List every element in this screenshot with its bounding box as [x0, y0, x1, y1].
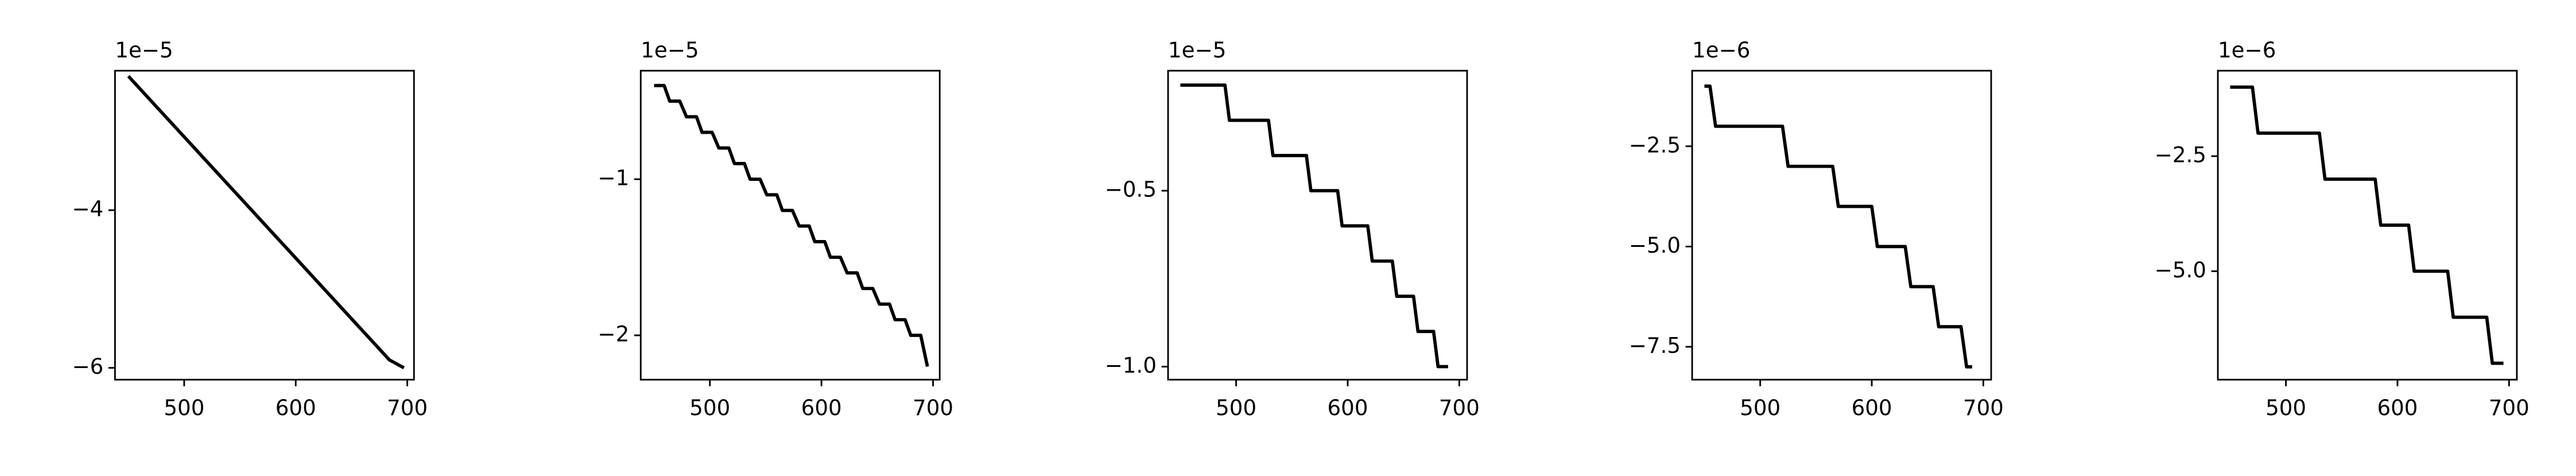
offset-text: 1e−6 [2218, 37, 2276, 63]
x-tick-label: 600 [801, 395, 842, 420]
data-line [1704, 84, 1972, 369]
data-line [1180, 83, 1448, 369]
offset-text: 1e−5 [641, 37, 699, 63]
x-tick-label: 500 [1216, 395, 1256, 420]
x-tick-label: 700 [387, 395, 428, 420]
x-tick-label: 600 [2377, 395, 2418, 420]
offset-text: 1e−5 [1168, 37, 1226, 63]
y-tick-label: −2 [598, 322, 629, 347]
axes-frame [2217, 69, 2518, 381]
y-tick-label: −5.0 [1629, 233, 1681, 258]
axes-frame [639, 69, 941, 381]
x-tick-label: 500 [164, 395, 204, 420]
x-tick-label: 600 [1328, 395, 1368, 420]
data-line [654, 84, 929, 367]
y-tick-label: −2.5 [2155, 142, 2206, 167]
x-tick-label: 500 [2265, 395, 2306, 420]
y-tick-label: −1.0 [1105, 353, 1157, 378]
x-tick-label: 700 [913, 395, 953, 420]
y-tick-label: −5.0 [2155, 257, 2206, 282]
y-tick-label: −4 [72, 196, 103, 222]
offset-text: 1e−5 [115, 37, 173, 63]
y-tick-label: −7.5 [1629, 332, 1681, 358]
x-tick-label: 500 [689, 395, 730, 420]
y-tick-label: −6 [72, 354, 103, 379]
axes-frame [1167, 69, 1468, 381]
axes-frame [114, 69, 415, 381]
x-tick-label: 600 [1852, 395, 1892, 420]
offset-text: 1e−6 [1692, 37, 1750, 63]
y-tick-label: −0.5 [1105, 177, 1157, 202]
x-tick-label: 700 [1963, 395, 2004, 420]
x-tick-label: 500 [1740, 395, 1780, 420]
x-tick-label: 600 [276, 395, 316, 420]
axes-frame [1691, 69, 1992, 381]
y-tick-label: −1 [598, 165, 629, 191]
x-tick-label: 700 [1439, 395, 1480, 420]
y-tick-label: −2.5 [1629, 132, 1681, 157]
data-line [2230, 85, 2504, 365]
x-tick-label: 700 [2489, 395, 2530, 420]
data-line [127, 75, 405, 370]
